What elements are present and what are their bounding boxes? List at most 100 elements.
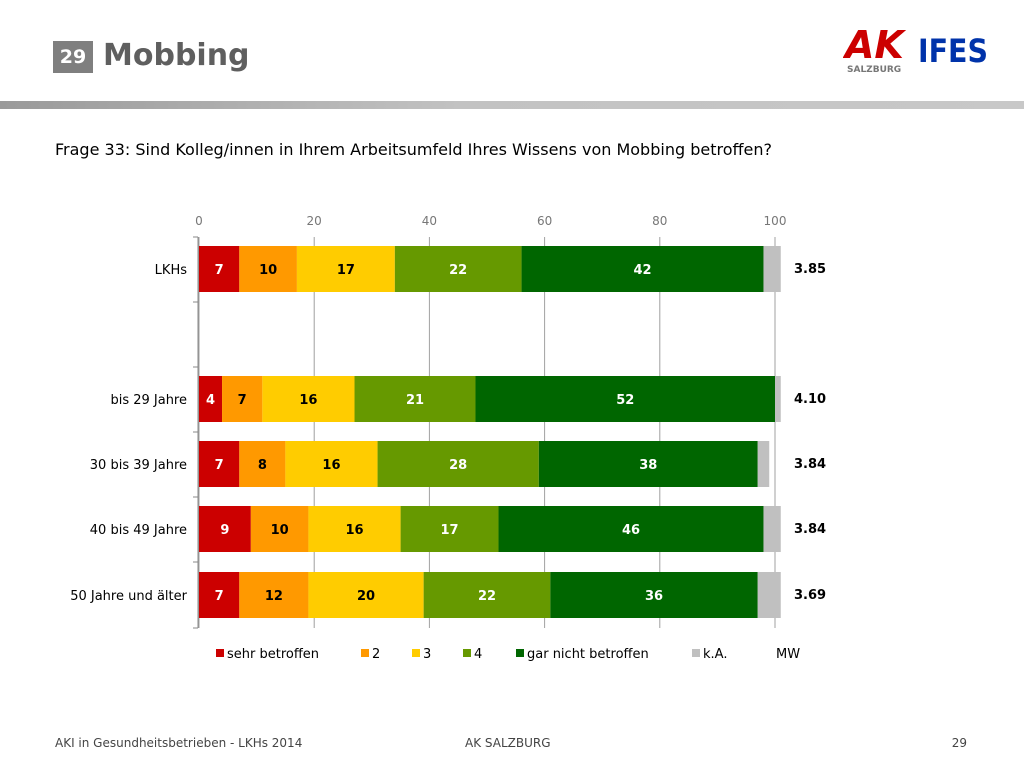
bar-segment <box>377 441 539 487</box>
bar-segment <box>763 506 781 552</box>
data-label: 22 <box>478 589 496 604</box>
data-label: 17 <box>441 523 459 538</box>
data-label: 10 <box>259 263 277 278</box>
bar-segment <box>757 572 781 618</box>
data-label: 12 <box>265 589 283 604</box>
data-label: 7 <box>215 589 224 604</box>
category-label: 40 bis 49 Jahre <box>90 523 187 538</box>
x-tick-label: 20 <box>307 214 322 228</box>
x-tick-label: 80 <box>652 214 667 228</box>
bar-segment <box>222 376 263 422</box>
data-label: 7 <box>215 263 224 278</box>
category-label: 50 Jahre und älter <box>70 589 187 604</box>
legend-swatch <box>216 649 224 657</box>
slide-title: Mobbing <box>103 38 250 73</box>
data-label: 17 <box>337 263 355 278</box>
data-label: 42 <box>633 263 651 278</box>
legend-swatch <box>516 649 524 657</box>
bar-segment <box>763 246 781 292</box>
bar-segment <box>250 506 309 552</box>
bar-segment <box>354 376 476 422</box>
x-tick-label: 40 <box>422 214 437 228</box>
mean-value: 3.84 <box>794 522 826 537</box>
footer-left-text: AKI in Gesundheitsbetrieben - LKHs 2014 <box>55 736 303 750</box>
bar-segment <box>498 506 764 552</box>
header-divider <box>0 101 1024 109</box>
ifes-logo-text: IFES <box>918 34 988 68</box>
bar-segment <box>296 246 395 292</box>
category-label: LKHs <box>155 263 188 278</box>
data-label: 46 <box>622 523 640 538</box>
data-label: 52 <box>616 393 634 408</box>
legend-label: sehr betroffen <box>227 647 319 662</box>
legend-swatch <box>361 649 369 657</box>
legend-label: k.A. <box>703 647 727 662</box>
footer-page-number: 29 <box>951 736 967 750</box>
bar-segment <box>394 246 522 292</box>
bars-layer: 7 10 17 22 42 3.85 4 7 16 21 52 4.10 7 8 16 28 38 3.84 9 10… <box>199 246 826 618</box>
data-label: 22 <box>449 263 467 278</box>
legend-swatch <box>692 649 700 657</box>
data-label: 9 <box>220 523 229 538</box>
data-label: 16 <box>322 458 340 473</box>
legend-layer: sehr betroffen 2 3 4 gar nicht betroffen k.A.… <box>216 647 800 662</box>
ifes-logo: IFES <box>918 34 988 68</box>
x-tick-label: 100 <box>764 214 787 228</box>
legend-label: 2 <box>372 647 380 662</box>
x-tick-label: 0 <box>195 214 203 228</box>
bar-segment <box>239 441 286 487</box>
legend-label: gar nicht betroffen <box>527 647 649 662</box>
bar-segment <box>757 441 770 487</box>
bar-segment <box>550 572 758 618</box>
legend-mean-label: MW <box>776 647 800 662</box>
data-label: 36 <box>645 589 663 604</box>
legend-swatch <box>463 649 471 657</box>
mean-value: 4.10 <box>794 392 826 407</box>
bar-segment <box>199 572 240 618</box>
bar-segment <box>199 441 240 487</box>
data-label: 8 <box>258 458 267 473</box>
data-label: 7 <box>215 458 224 473</box>
bar-segment <box>285 441 378 487</box>
data-label: 20 <box>357 589 375 604</box>
bar-segment <box>423 572 551 618</box>
bar-segment <box>775 376 781 422</box>
legend-label: 3 <box>423 647 431 662</box>
category-label: bis 29 Jahre <box>110 393 187 408</box>
bar-segment <box>475 376 775 422</box>
mean-value: 3.69 <box>794 588 826 603</box>
stacked-bar-chart: 0 20 40 60 80 100 LKHs bis 29 Jahre 30 bis 39 Ja… <box>70 214 826 662</box>
bar-segment <box>308 506 401 552</box>
data-label: 38 <box>639 458 657 473</box>
question-text: Frage 33: Sind Kolleg/innen in Ihrem Arb… <box>55 140 772 159</box>
bar-segment <box>199 246 240 292</box>
data-label: 10 <box>271 523 289 538</box>
legend-label: 4 <box>474 647 482 662</box>
ak-logo-subtext: SALZBURG <box>847 65 901 75</box>
data-label: 28 <box>449 458 467 473</box>
category-label: 30 bis 39 Jahre <box>90 458 187 473</box>
bar-segment <box>199 376 223 422</box>
slide-number-badge: 29 <box>53 41 93 73</box>
grid-layer <box>198 237 776 628</box>
data-label: 16 <box>345 523 363 538</box>
data-label: 7 <box>238 393 247 408</box>
data-label: 16 <box>299 393 317 408</box>
mean-value: 3.84 <box>794 457 826 472</box>
bar-segment <box>239 572 309 618</box>
bar-segment <box>400 506 499 552</box>
axis-layer: 0 20 40 60 80 100 LKHs bis 29 Jahre 30 bis 39 Ja… <box>70 214 787 629</box>
bar-segment <box>521 246 764 292</box>
legend-swatch <box>412 649 420 657</box>
x-tick-label: 60 <box>537 214 552 228</box>
mean-value: 3.85 <box>794 262 826 277</box>
bar-segment <box>262 376 355 422</box>
bar-segment <box>538 441 758 487</box>
footer-center-text: AK SALZBURG <box>465 736 551 750</box>
bar-segment <box>308 572 424 618</box>
data-label: 21 <box>406 393 424 408</box>
ak-logo-text: AK <box>843 26 906 67</box>
ak-salzburg-logo: AK SALZBURG <box>843 26 906 75</box>
bar-segment <box>239 246 297 292</box>
bar-segment <box>199 506 251 552</box>
